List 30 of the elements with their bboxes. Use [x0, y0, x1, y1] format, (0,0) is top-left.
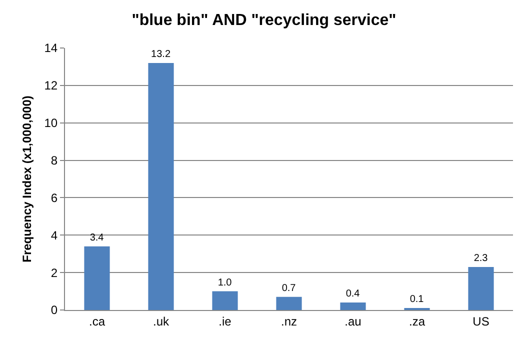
data-label: 0.1: [410, 294, 424, 305]
data-label: 1.0: [218, 277, 232, 288]
x-tick-label: .za: [408, 314, 426, 328]
y-tick-label: 0: [50, 303, 58, 318]
x-tick-label: .uk: [152, 314, 170, 328]
y-tick-label: 10: [44, 116, 58, 130]
bar: [212, 291, 238, 310]
y-tick-label: 8: [50, 153, 58, 168]
y-tick-label: 12: [44, 78, 58, 93]
data-label: 2.3: [474, 252, 488, 264]
y-tick-label: 4: [50, 228, 58, 242]
x-tick-label: US: [472, 314, 490, 328]
bar: [84, 246, 110, 310]
data-label: 0.4: [346, 288, 360, 300]
y-tick-label: 14: [44, 41, 58, 56]
chart-title: "blue bin" AND "recycling service": [132, 12, 396, 29]
y-axis-title: Frequency Index (x1,000,000): [20, 96, 34, 262]
bar: [340, 302, 366, 310]
x-tick-label: .au: [344, 314, 362, 328]
x-tick-label: .nz: [280, 314, 298, 328]
y-tick-label: 6: [50, 190, 58, 205]
x-tick-label: .ie: [218, 314, 232, 328]
bar: [468, 266, 494, 310]
data-label: 13.2: [151, 48, 171, 60]
data-label: 3.4: [90, 232, 104, 244]
y-tick-label: 2: [50, 266, 58, 280]
bar: [276, 296, 302, 310]
bar: [148, 62, 174, 310]
x-tick-label: .ca: [88, 314, 106, 328]
data-label: 0.7: [282, 282, 296, 294]
